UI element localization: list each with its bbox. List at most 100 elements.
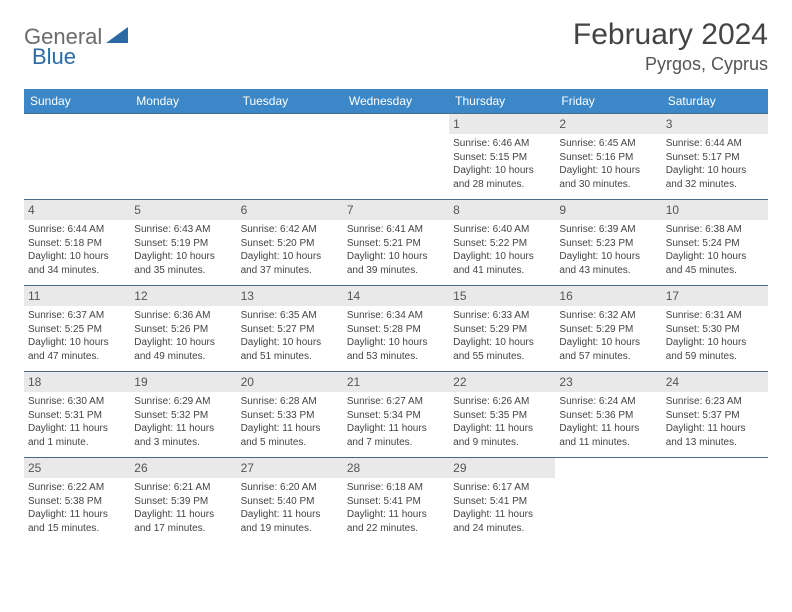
daylight-text: Daylight: 11 hours and 7 minutes. — [347, 422, 445, 449]
day-cell: 12Sunrise: 6:36 AMSunset: 5:26 PMDayligh… — [130, 285, 236, 371]
day-cell: 29Sunrise: 6:17 AMSunset: 5:41 PMDayligh… — [449, 457, 555, 543]
day-number: 13 — [237, 286, 343, 306]
daylight-text: Daylight: 11 hours and 3 minutes. — [134, 422, 232, 449]
daylight-text: Daylight: 10 hours and 35 minutes. — [134, 250, 232, 277]
daylight-text: Daylight: 11 hours and 1 minute. — [28, 422, 126, 449]
empty-cell — [343, 113, 449, 199]
day-number: 18 — [24, 372, 130, 392]
sunrise-text: Sunrise: 6:35 AM — [241, 309, 339, 323]
daylight-text: Daylight: 10 hours and 37 minutes. — [241, 250, 339, 277]
day-number: 15 — [449, 286, 555, 306]
day-number: 22 — [449, 372, 555, 392]
day-number: 5 — [130, 200, 236, 220]
sunrise-text: Sunrise: 6:28 AM — [241, 395, 339, 409]
header: General February 2024 Pyrgos, Cyprus — [24, 18, 768, 75]
day-number: 8 — [449, 200, 555, 220]
daylight-text: Daylight: 11 hours and 22 minutes. — [347, 508, 445, 535]
sunrise-text: Sunrise: 6:43 AM — [134, 223, 232, 237]
empty-cell — [555, 457, 661, 543]
day-cell: 5 Sunrise: 6:43 AMSunset: 5:19 PMDaylight… — [130, 199, 236, 285]
empty-cell — [24, 113, 130, 199]
sunset-text: Sunset: 5:40 PM — [241, 495, 339, 509]
day-number: 11 — [24, 286, 130, 306]
day-number: 19 — [130, 372, 236, 392]
day-number: 9 — [555, 200, 661, 220]
day-number: 4 — [24, 200, 130, 220]
sunset-text: Sunset: 5:19 PM — [134, 237, 232, 251]
sunset-text: Sunset: 5:25 PM — [28, 323, 126, 337]
daylight-text: Daylight: 11 hours and 19 minutes. — [241, 508, 339, 535]
sunset-text: Sunset: 5:18 PM — [28, 237, 126, 251]
day-cell: 22Sunrise: 6:26 AMSunset: 5:35 PMDayligh… — [449, 371, 555, 457]
sunrise-text: Sunrise: 6:30 AM — [28, 395, 126, 409]
day-cell: 3Sunrise: 6:44 AMSunset: 5:17 PMDaylight… — [662, 113, 768, 199]
sunset-text: Sunset: 5:32 PM — [134, 409, 232, 423]
day-cell: 10Sunrise: 6:38 AMSunset: 5:24 PMDayligh… — [662, 199, 768, 285]
day-number: 24 — [662, 372, 768, 392]
month-title: February 2024 — [573, 18, 768, 52]
sunset-text: Sunset: 5:38 PM — [28, 495, 126, 509]
day-cell: 14Sunrise: 6:34 AMSunset: 5:28 PMDayligh… — [343, 285, 449, 371]
day-number: 1 — [449, 114, 555, 134]
daylight-text: Daylight: 10 hours and 51 minutes. — [241, 336, 339, 363]
day-number: 26 — [130, 458, 236, 478]
sunset-text: Sunset: 5:17 PM — [666, 151, 764, 165]
day-number: 23 — [555, 372, 661, 392]
sunset-text: Sunset: 5:29 PM — [559, 323, 657, 337]
day-cell: 20Sunrise: 6:28 AMSunset: 5:33 PMDayligh… — [237, 371, 343, 457]
sunrise-text: Sunrise: 6:20 AM — [241, 481, 339, 495]
weekday-header: Monday — [130, 89, 236, 113]
sunset-text: Sunset: 5:41 PM — [453, 495, 551, 509]
day-number: 28 — [343, 458, 449, 478]
empty-cell — [130, 113, 236, 199]
location-subtitle: Pyrgos, Cyprus — [573, 54, 768, 75]
sunrise-text: Sunrise: 6:38 AM — [666, 223, 764, 237]
sunrise-text: Sunrise: 6:29 AM — [134, 395, 232, 409]
sunset-text: Sunset: 5:41 PM — [347, 495, 445, 509]
day-cell: 15Sunrise: 6:33 AMSunset: 5:29 PMDayligh… — [449, 285, 555, 371]
sunrise-text: Sunrise: 6:32 AM — [559, 309, 657, 323]
day-cell: 28Sunrise: 6:18 AMSunset: 5:41 PMDayligh… — [343, 457, 449, 543]
daylight-text: Daylight: 11 hours and 15 minutes. — [28, 508, 126, 535]
daylight-text: Daylight: 10 hours and 41 minutes. — [453, 250, 551, 277]
sunset-text: Sunset: 5:20 PM — [241, 237, 339, 251]
daylight-text: Daylight: 10 hours and 28 minutes. — [453, 164, 551, 191]
sunset-text: Sunset: 5:21 PM — [347, 237, 445, 251]
daylight-text: Daylight: 11 hours and 17 minutes. — [134, 508, 232, 535]
daylight-text: Daylight: 10 hours and 57 minutes. — [559, 336, 657, 363]
day-cell: 21 Sunrise: 6:27 AMSunset: 5:34 PMDayligh… — [343, 371, 449, 457]
sunset-text: Sunset: 5:37 PM — [666, 409, 764, 423]
sunrise-text: Sunrise: 6:39 AM — [559, 223, 657, 237]
daylight-text: Daylight: 11 hours and 11 minutes. — [559, 422, 657, 449]
sunset-text: Sunset: 5:26 PM — [134, 323, 232, 337]
sunrise-text: Sunrise: 6:36 AM — [134, 309, 232, 323]
sunrise-text: Sunrise: 6:44 AM — [28, 223, 126, 237]
day-cell: 1Sunrise: 6:46 AMSunset: 5:15 PMDaylight… — [449, 113, 555, 199]
sunrise-text: Sunrise: 6:41 AM — [347, 223, 445, 237]
day-cell: 23Sunrise: 6:24 AMSunset: 5:36 PMDayligh… — [555, 371, 661, 457]
sunrise-text: Sunrise: 6:17 AM — [453, 481, 551, 495]
daylight-text: Daylight: 10 hours and 34 minutes. — [28, 250, 126, 277]
sunrise-text: Sunrise: 6:40 AM — [453, 223, 551, 237]
day-number: 21 — [343, 372, 449, 392]
calendar-grid: SundayMondayTuesdayWednesdayThursdayFrid… — [24, 89, 768, 543]
daylight-text: Daylight: 10 hours and 30 minutes. — [559, 164, 657, 191]
sunrise-text: Sunrise: 6:44 AM — [666, 137, 764, 151]
day-cell: 2Sunrise: 6:45 AMSunset: 5:16 PMDaylight… — [555, 113, 661, 199]
sunset-text: Sunset: 5:15 PM — [453, 151, 551, 165]
title-block: February 2024 Pyrgos, Cyprus — [573, 18, 768, 75]
sunrise-text: Sunrise: 6:34 AM — [347, 309, 445, 323]
daylight-text: Daylight: 10 hours and 59 minutes. — [666, 336, 764, 363]
sunset-text: Sunset: 5:34 PM — [347, 409, 445, 423]
day-number: 17 — [662, 286, 768, 306]
day-cell: 18Sunrise: 6:30 AMSunset: 5:31 PMDayligh… — [24, 371, 130, 457]
day-cell: 26Sunrise: 6:21 AMSunset: 5:39 PMDayligh… — [130, 457, 236, 543]
day-cell: 8Sunrise: 6:40 AMSunset: 5:22 PMDaylight… — [449, 199, 555, 285]
daylight-text: Daylight: 10 hours and 45 minutes. — [666, 250, 764, 277]
day-cell: 7 Sunrise: 6:41 AMSunset: 5:21 PMDaylight… — [343, 199, 449, 285]
daylight-text: Daylight: 10 hours and 39 minutes. — [347, 250, 445, 277]
sunrise-text: Sunrise: 6:31 AM — [666, 309, 764, 323]
day-number: 27 — [237, 458, 343, 478]
day-number: 7 — [343, 200, 449, 220]
sunrise-text: Sunrise: 6:27 AM — [347, 395, 445, 409]
